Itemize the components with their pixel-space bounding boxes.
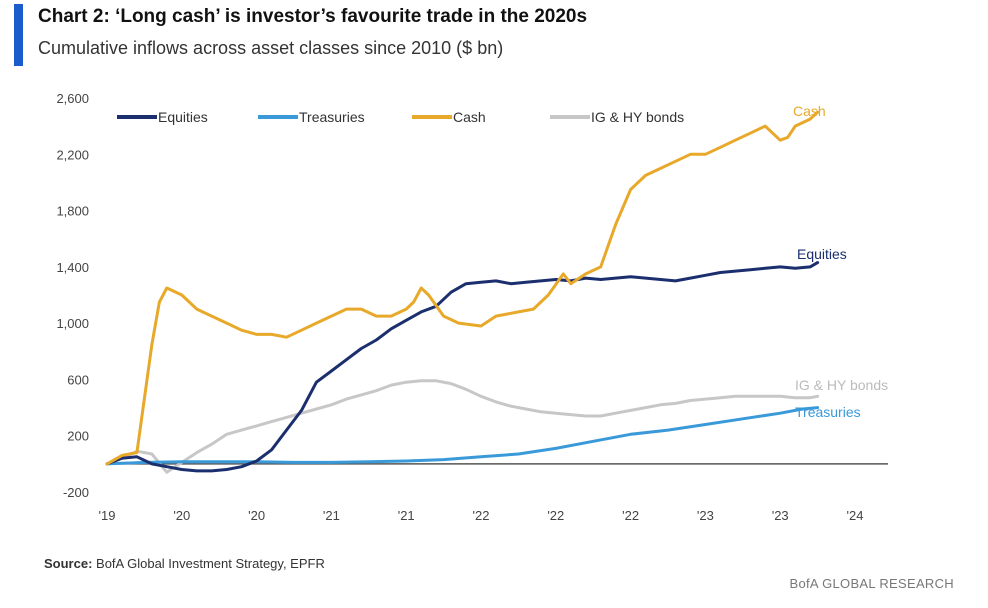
legend-label: Treasuries bbox=[299, 109, 365, 125]
y-tick-label: 1,000 bbox=[56, 316, 89, 331]
source-text: BofA Global Investment Strategy, EPFR bbox=[96, 556, 325, 571]
brand-footer: BofA GLOBAL RESEARCH bbox=[789, 576, 954, 591]
y-tick-label: 200 bbox=[67, 429, 89, 444]
x-tick-label: '22 bbox=[622, 508, 639, 523]
x-tick-label: '23 bbox=[697, 508, 714, 523]
end-label: Treasuries bbox=[795, 404, 861, 420]
source-label: Source: bbox=[44, 556, 93, 571]
chart-subtitle: Cumulative inflows across asset classes … bbox=[38, 38, 504, 58]
y-tick-label: -200 bbox=[63, 485, 89, 500]
legend-label: Cash bbox=[453, 109, 486, 125]
legend-label: Equities bbox=[158, 109, 208, 125]
x-tick-label: '23 bbox=[772, 508, 789, 523]
x-tick-label: '20 bbox=[248, 508, 265, 523]
y-tick-label: 1,400 bbox=[56, 260, 89, 275]
title-accent-bar bbox=[14, 4, 23, 66]
source-note: Source: BofA Global Investment Strategy,… bbox=[44, 556, 325, 571]
x-tick-label: '22 bbox=[547, 508, 564, 523]
end-label: Equities bbox=[797, 246, 847, 262]
x-tick-label: '21 bbox=[398, 508, 415, 523]
y-tick-label: 2,200 bbox=[56, 147, 89, 162]
x-tick-label: '19 bbox=[99, 508, 116, 523]
series-line-cash bbox=[105, 110, 820, 466]
series-line-equities bbox=[105, 261, 820, 473]
series-line-ig-hy-bonds bbox=[105, 379, 820, 474]
end-label: Cash bbox=[793, 103, 826, 119]
y-tick-label: 2,600 bbox=[56, 91, 89, 106]
chart-title: Chart 2: ‘Long cash’ is investor’s favou… bbox=[38, 6, 588, 27]
x-tick-label: '21 bbox=[323, 508, 340, 523]
y-tick-label: 1,800 bbox=[56, 204, 89, 219]
series-line-treasuries bbox=[105, 406, 820, 466]
x-tick-label: '22 bbox=[473, 508, 490, 523]
legend-label: IG & HY bonds bbox=[591, 109, 684, 125]
y-tick-label: 600 bbox=[67, 372, 89, 387]
x-tick-label: '24 bbox=[847, 508, 864, 523]
x-tick-label: '20 bbox=[173, 508, 190, 523]
end-label: IG & HY bonds bbox=[795, 377, 888, 393]
